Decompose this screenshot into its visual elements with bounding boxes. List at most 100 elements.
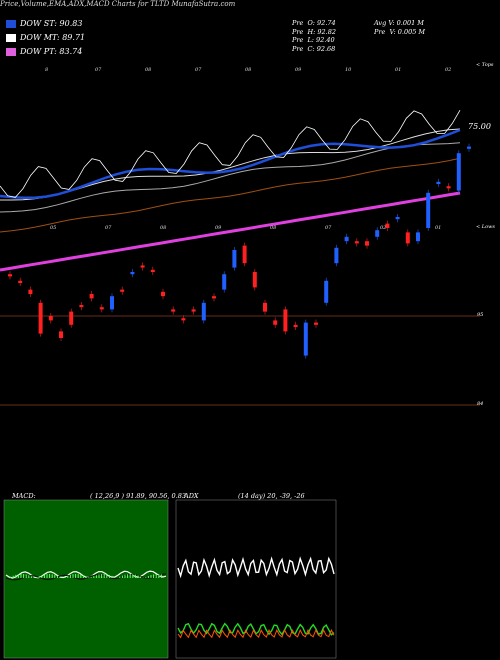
candle-body <box>375 230 380 237</box>
candle-body <box>48 316 53 321</box>
top-tick-label: 08 <box>145 67 151 73</box>
candle-body <box>232 250 237 268</box>
macd-signal-line <box>5 573 167 581</box>
low-tick-label: 07 <box>105 225 112 231</box>
candle-body <box>385 223 390 228</box>
candle-body <box>212 296 216 299</box>
low-tick-label: 05 <box>50 225 56 231</box>
adx-line <box>177 556 335 579</box>
candle-body <box>130 272 135 275</box>
adx-values: (14 day) 20, -39, -26 <box>238 492 305 500</box>
candle-body <box>456 153 461 191</box>
info-avg-vol: Avg V: 0.001 M <box>374 19 424 27</box>
candle-body <box>436 181 441 184</box>
candle-body <box>181 318 186 321</box>
legend-label: DOW ST: 90.83 <box>20 19 83 28</box>
legend-label: DOW PT: 83.74 <box>20 47 83 56</box>
ohlc-info: Pre O: 92.74 Pre H: 92.82 Pre L: 92.40 P… <box>292 19 336 54</box>
top-tick-label: 8 <box>45 67 48 73</box>
candle-body <box>38 302 43 334</box>
top-tick-label: 09 <box>295 67 302 73</box>
candle-body <box>344 236 349 242</box>
candle-body <box>283 309 288 332</box>
candle-body <box>252 272 257 288</box>
candle-body <box>354 241 359 244</box>
top-tick-label: 07 <box>95 67 102 73</box>
legend-dow-st: DOW ST: 90.83 <box>6 19 82 28</box>
low-tick-label: 07 <box>325 225 332 231</box>
low-tick-label: 08 <box>160 225 166 231</box>
candle-body <box>293 324 298 327</box>
candle-body <box>263 302 267 312</box>
info-high: Pre H: 92.82 <box>292 27 336 36</box>
candle-body <box>242 245 247 264</box>
candle-body <box>446 186 451 189</box>
macd-label: MACD: <box>12 492 36 500</box>
candle-body <box>273 320 278 325</box>
candle-body <box>79 305 84 308</box>
dow-pt-line <box>0 191 461 272</box>
candle-body <box>334 247 339 264</box>
low-tick-label: 01 <box>435 225 441 231</box>
candle-body <box>150 269 155 272</box>
info-close: Pre C: 92.68 <box>292 45 336 54</box>
legend-dow-mt: DOW MT: 89.71 <box>6 33 85 42</box>
candle-body <box>416 232 420 242</box>
dow-st-line <box>0 128 461 200</box>
right-mark-2: 84 <box>477 401 484 407</box>
volume-info: Avg V: 0.001 M Pre V: 0.005 M <box>374 19 425 36</box>
candle-body <box>314 322 318 325</box>
top-tick-label: 10 <box>345 67 352 73</box>
page-title: Price,Volume,EMA,ADX,MACD Charts for TLT… <box>0 0 236 8</box>
candle-body <box>222 274 227 290</box>
tops-label: < Tops <box>476 62 494 68</box>
legend-swatch-blue <box>6 19 16 28</box>
candle-body <box>365 241 369 246</box>
legend-dow-pt: DOW PT: 83.74 <box>6 47 82 56</box>
ema-long-line <box>0 157 461 233</box>
low-tick-label: 08 <box>270 225 276 231</box>
candle-body <box>99 307 104 310</box>
candle-body <box>201 302 206 321</box>
candle-body <box>405 232 410 244</box>
info-low: Pre L: 92.40 <box>292 36 335 45</box>
candle-body <box>18 280 23 283</box>
macd-values: ( 12,26,9 ) 91.89, 90.56, 0.83 <box>90 492 187 500</box>
candle-body <box>59 331 63 338</box>
candle-body <box>28 289 33 294</box>
candle-body <box>110 296 114 310</box>
candle-body <box>120 289 125 292</box>
candle-body <box>426 192 431 228</box>
adx-label: ADX <box>184 492 199 500</box>
low-tick-label: 09 <box>215 225 222 231</box>
candle-body <box>191 309 196 312</box>
candle-body <box>395 217 400 220</box>
candle-body <box>303 322 308 356</box>
top-tick-label: 02 <box>445 67 451 73</box>
info-open: Pre O: 92.74 <box>292 19 336 27</box>
right-mark-1: 95 <box>477 312 484 318</box>
adx-minus-di-line <box>177 628 335 639</box>
macd-panel <box>3 499 169 659</box>
top-tick-label: 08 <box>245 67 251 73</box>
candle-body <box>8 274 12 277</box>
top-tick-label: 01 <box>395 67 401 73</box>
info-pre-vol: Pre V: 0.005 M <box>374 27 426 36</box>
low-tick-label: 02 <box>380 225 386 231</box>
price-line <box>0 109 461 198</box>
candle-body <box>324 280 329 303</box>
price-mark: 75.00 <box>468 122 491 131</box>
top-tick-label: 07 <box>195 67 202 73</box>
candle-body <box>171 309 176 312</box>
candle-body <box>89 294 94 299</box>
ema-mid-line <box>0 142 461 213</box>
legend-label: DOW MT: 89.71 <box>20 33 86 42</box>
candle-body <box>140 265 145 268</box>
candle-body <box>467 146 471 149</box>
legend-swatch-white <box>6 33 16 42</box>
lows-label: < Lows <box>476 224 495 230</box>
candle-body <box>161 291 165 297</box>
legend-swatch-pink <box>6 47 16 56</box>
candle-body <box>69 311 74 325</box>
